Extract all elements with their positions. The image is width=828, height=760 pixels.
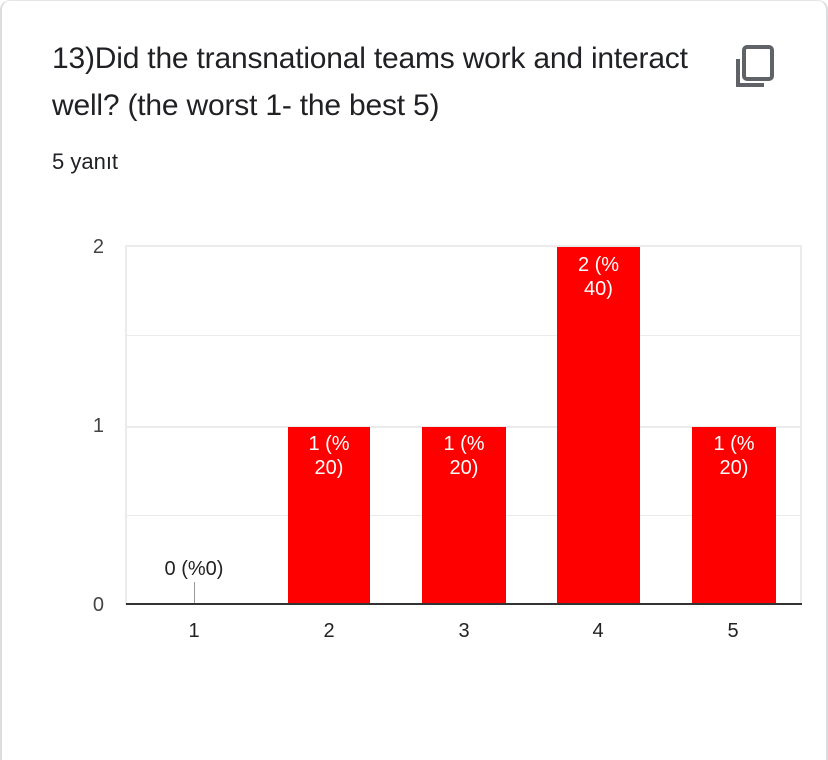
bar-label-3-line2: 20) [449, 457, 479, 479]
x-tick-1: 1 [188, 620, 200, 642]
zero-value-leader-line [194, 582, 195, 604]
x-tick-2: 2 [323, 620, 335, 642]
bar-label-2: 1 (% 20) [288, 432, 370, 480]
y-tick-0: 0 [92, 594, 104, 616]
bar-3[interactable] [422, 427, 506, 604]
x-tick-3: 3 [458, 620, 470, 642]
bar-label-4-line2: 40) [584, 278, 613, 300]
bar-5[interactable] [692, 427, 776, 604]
bar-label-1: 0 (%0) [164, 558, 224, 580]
bar-label-4: 2 (% 40) [557, 253, 640, 301]
bar-label-3: 1 (% 20) [422, 432, 506, 480]
question-title: 13)Did the transnational teams work and … [52, 42, 688, 122]
bar-label-5-line2: 20) [719, 457, 749, 479]
gridline-1-5 [126, 335, 801, 336]
bar-label-5: 1 (% 20) [692, 432, 776, 480]
x-axis [126, 603, 802, 605]
bar-4[interactable] [557, 247, 640, 604]
copy-icon [736, 45, 774, 87]
x-tick-5: 5 [727, 620, 739, 642]
bar-2[interactable] [288, 427, 370, 604]
gridline-2 [126, 245, 801, 247]
x-tick-4: 4 [592, 620, 604, 642]
bar-label-2-line2: 20) [314, 457, 344, 479]
bar-label-3-line1: 1 (% [443, 433, 485, 455]
y-tick-2: 2 [92, 236, 104, 258]
response-count: 5 yanıt [52, 149, 119, 174]
copy-chart-button[interactable] [730, 41, 780, 93]
y-tick-1: 1 [92, 415, 104, 437]
bar-chart: 2 1 0 1 (% 20) 1 (% 20) 2 (% 40) 1 (% 20… [92, 236, 802, 642]
bar-label-4-line1: 2 (% [577, 254, 620, 276]
plot-left-border [125, 245, 127, 605]
plot-right-border [800, 245, 802, 605]
bar-label-5-line1: 1 (% [713, 433, 755, 455]
bar-label-2-line1: 1 (% [308, 433, 350, 455]
